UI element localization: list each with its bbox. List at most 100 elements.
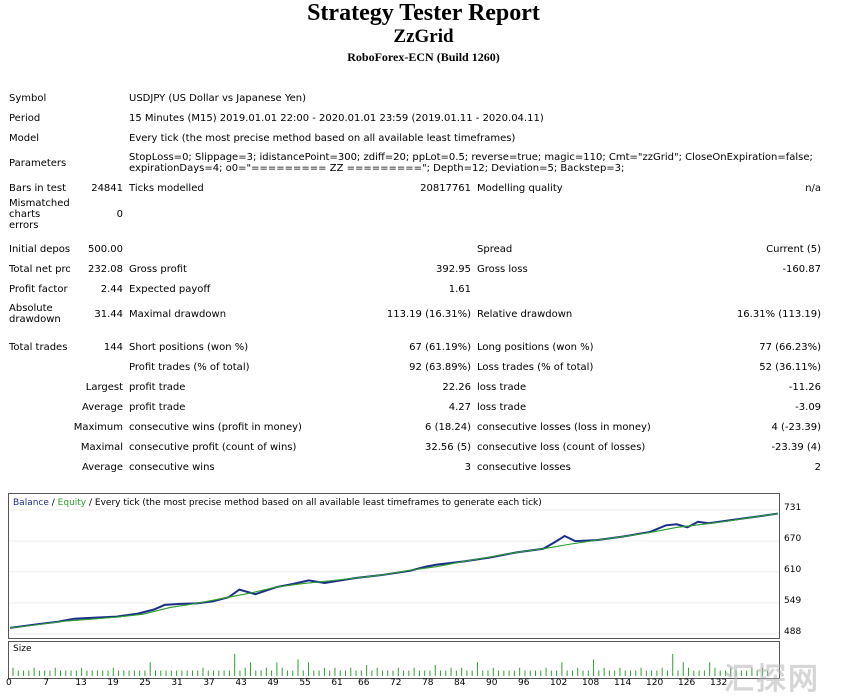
parameters-value: StopLoss=0; Slippage=3; idistancePoint=3… <box>129 152 813 174</box>
model-value: Every tick (the most precise method base… <box>129 132 516 144</box>
x-tick-1: 7 <box>43 678 50 688</box>
x-tick-21: 126 <box>678 678 696 688</box>
x-tick-11: 66 <box>358 678 370 688</box>
mclo-value: -23.39 (4) <box>771 441 822 453</box>
report-title: Strategy Tester Report <box>307 0 540 26</box>
acw-value: 3 <box>464 461 472 473</box>
lp-label: profit trade <box>129 381 186 393</box>
pf-label: Profit factor <box>9 283 68 295</box>
absdd-value: 31.44 <box>94 308 124 320</box>
long-label: Long positions (won %) <box>477 341 594 353</box>
equity-line-base <box>9 513 779 629</box>
ll-value: -11.26 <box>788 381 822 393</box>
x-tick-5: 31 <box>171 678 183 688</box>
row-profitfactor: Profit factor 2.44 Expected payoff 1.61 <box>6 279 824 299</box>
x-tick-19: 114 <box>614 678 632 688</box>
row-profit-trades: Profit trades (% of total) 92 (63.89%) L… <box>6 357 824 377</box>
y-axis-labels: 731 670 610 549 488 <box>782 493 842 643</box>
trades-label: Total trades <box>9 341 68 353</box>
x-tick-17: 102 <box>550 678 568 688</box>
row-parameters: Parameters StopLoss=0; Slippage=3; idist… <box>6 148 824 178</box>
mcp-value: 32.56 (5) <box>425 441 472 453</box>
symbol-label: Symbol <box>9 92 47 104</box>
maximal-label: Maximal <box>80 441 124 453</box>
parameters-label: Parameters <box>9 157 67 169</box>
row-deposit: Initial deposit 500.00 Spread Current (5… <box>6 239 824 259</box>
spread-label: Spread <box>477 243 513 255</box>
row-average-consecutive: Average consecutive wins 3 consecutive l… <box>6 457 824 477</box>
mcl-value: 4 (-23.39) <box>771 421 822 433</box>
ltrades-value: 52 (36.11%) <box>759 361 822 373</box>
period-label: Period <box>9 112 41 124</box>
largest-label: Largest <box>85 381 124 393</box>
ptrades-label: Profit trades (% of total) <box>129 361 250 373</box>
bars-label: Bars in test <box>9 182 66 194</box>
x-tick-13: 78 <box>422 678 434 688</box>
al-label: loss trade <box>477 401 527 413</box>
chart-legend: Balance / Equity / Every tick (the most … <box>13 498 542 508</box>
short-label: Short positions (won %) <box>129 341 249 353</box>
grossprofit-label: Gross profit <box>129 263 187 275</box>
payoff-value: 1.61 <box>448 283 472 295</box>
acw-label: consecutive wins <box>129 461 215 473</box>
row-symbol: Symbol USDJPY (US Dollar vs Japanese Yen… <box>6 88 824 108</box>
ll-label: loss trade <box>477 381 527 393</box>
netprofit-label: Total net profit <box>9 263 70 275</box>
y-tick-0: 731 <box>784 503 802 513</box>
maxdd-value: 113.19 (16.31%) <box>386 308 472 320</box>
legend-suffix: Every tick (the most precise method base… <box>94 498 542 508</box>
quality-label: Modelling quality <box>477 182 563 194</box>
row-mismatch: Mismatched charts errors 0 <box>6 198 824 231</box>
x-tick-3: 19 <box>107 678 119 688</box>
x-tick-7: 43 <box>235 678 247 688</box>
y-tick-1: 670 <box>784 534 802 545</box>
grossloss-value: -160.87 <box>782 263 822 275</box>
x-axis-labels: 0 7 13 19 25 31 37 43 49 55 61 66 72 78 84 90 96 102 108 11… <box>6 678 788 694</box>
row-model: Model Every tick (the most precise metho… <box>6 128 824 148</box>
maxdd-label: Maximal drawdown <box>129 308 227 320</box>
x-tick-10: 61 <box>331 678 343 688</box>
mcp-label: consecutive profit (count of wins) <box>129 441 297 453</box>
maximum-label: Maximum <box>73 421 124 433</box>
y-tick-2: 610 <box>784 564 802 575</box>
ticks-label: Ticks modelled <box>129 182 204 194</box>
mclo-label: consecutive loss (count of losses) <box>477 441 646 453</box>
x-tick-22: 132 <box>710 678 728 688</box>
ap-value: 4.27 <box>448 401 472 413</box>
ticks-value: 20817761 <box>420 182 472 194</box>
size-chart: Size <box>8 641 780 679</box>
y-tick-3: 549 <box>784 595 802 606</box>
al-value: -3.09 <box>795 401 822 413</box>
mismatch-label: Mismatched charts errors <box>9 198 70 231</box>
watermark: 汇探网 <box>724 662 820 697</box>
pf-value: 2.44 <box>100 283 124 295</box>
size-plot <box>12 654 769 676</box>
deposit-label: Initial deposit <box>9 243 70 255</box>
period-value: 15 Minutes (M15) 2019.01.01 22:00 - 2020… <box>129 112 544 124</box>
x-tick-2: 13 <box>75 678 87 688</box>
row-maximum: Maximum consecutive wins (profit in mone… <box>6 417 824 437</box>
row-period: Period 15 Minutes (M15) 2019.01.01 22:00… <box>6 108 824 128</box>
y-tick-4: 488 <box>784 627 802 637</box>
spread-value: Current (5) <box>766 243 822 255</box>
row-bars: Bars in test 24841 Ticks modelled 208177… <box>6 178 824 198</box>
balance-chart: Balance / Equity / Every tick (the most … <box>8 493 780 639</box>
x-tick-16: 96 <box>518 678 530 688</box>
average-label: Average <box>81 401 124 413</box>
x-tick-12: 72 <box>390 678 402 688</box>
server-build: RoboForex-ECN (Build 1260) <box>347 50 500 64</box>
x-tick-4: 25 <box>139 678 151 688</box>
acl-value: 2 <box>814 461 822 473</box>
x-tick-14: 84 <box>454 678 466 688</box>
balance-line <box>9 512 779 629</box>
mcw-label: consecutive wins (profit in money) <box>129 421 302 433</box>
balance-plot <box>9 509 779 635</box>
row-netprofit: Total net profit 232.08 Gross profit 392… <box>6 259 824 279</box>
ltrades-label: Loss trades (% of total) <box>477 361 594 373</box>
row-average: Average profit trade 4.27 loss trade -3.… <box>6 397 824 417</box>
legend-balance: Balance <box>13 498 49 508</box>
ap-label: profit trade <box>129 401 186 413</box>
short-value: 67 (61.19%) <box>409 341 472 353</box>
bars-value: 24841 <box>91 182 124 194</box>
long-value: 77 (66.23%) <box>759 341 822 353</box>
